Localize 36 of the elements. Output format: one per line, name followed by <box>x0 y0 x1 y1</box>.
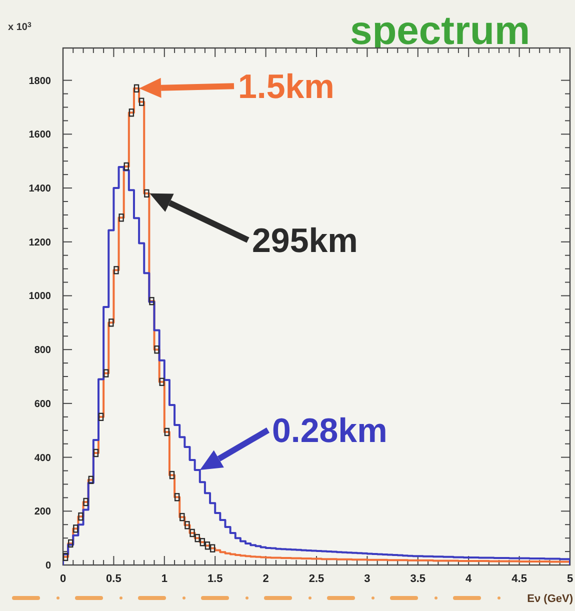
y-tick-label: 1200 <box>28 237 52 248</box>
point <box>200 538 206 546</box>
y-tick-label: 400 <box>34 452 52 464</box>
y-tick-label: 600 <box>34 398 52 410</box>
legend-label: 295km <box>252 222 358 260</box>
legend-label: 1.5km <box>238 68 334 106</box>
chart-title: spectrum <box>350 9 530 53</box>
point <box>103 369 109 378</box>
x-tick-label: 2 <box>262 573 269 585</box>
point <box>204 542 210 550</box>
x-tick-label: 0.5 <box>106 573 122 585</box>
x-tick-label: 4 <box>466 573 473 585</box>
y-tick-label: 1800 <box>28 76 52 87</box>
x-tick-label: 1 <box>161 573 168 585</box>
x-tick-label: 5 <box>566 573 574 585</box>
x-tick-label: 3 <box>364 573 370 585</box>
y-tick-label: 200 <box>34 506 52 518</box>
point <box>174 493 180 502</box>
y-tick-label: 1000 <box>28 291 52 302</box>
x-tick-label: 2.5 <box>308 573 324 585</box>
point <box>138 98 144 106</box>
legend-label: 0.28km <box>272 412 388 450</box>
x-tick-label: 0 <box>60 573 66 585</box>
y-tick-label: 1600 <box>28 130 52 141</box>
x-tick-label: 1.5 <box>207 573 223 585</box>
y-tick-label: 0 <box>45 560 52 572</box>
point <box>128 108 134 117</box>
point <box>210 544 216 552</box>
y-axis-title: x 10$^{3}$ <box>8 22 32 33</box>
point <box>134 84 140 92</box>
x-tick-label: 4.5 <box>512 573 527 585</box>
x-axis-title: Eν (GeV) <box>527 593 574 605</box>
x-tick-label: 3.5 <box>410 573 426 585</box>
point <box>98 412 104 421</box>
y-tick-label: 1400 <box>28 184 52 195</box>
y-tick-label: 800 <box>34 345 52 356</box>
